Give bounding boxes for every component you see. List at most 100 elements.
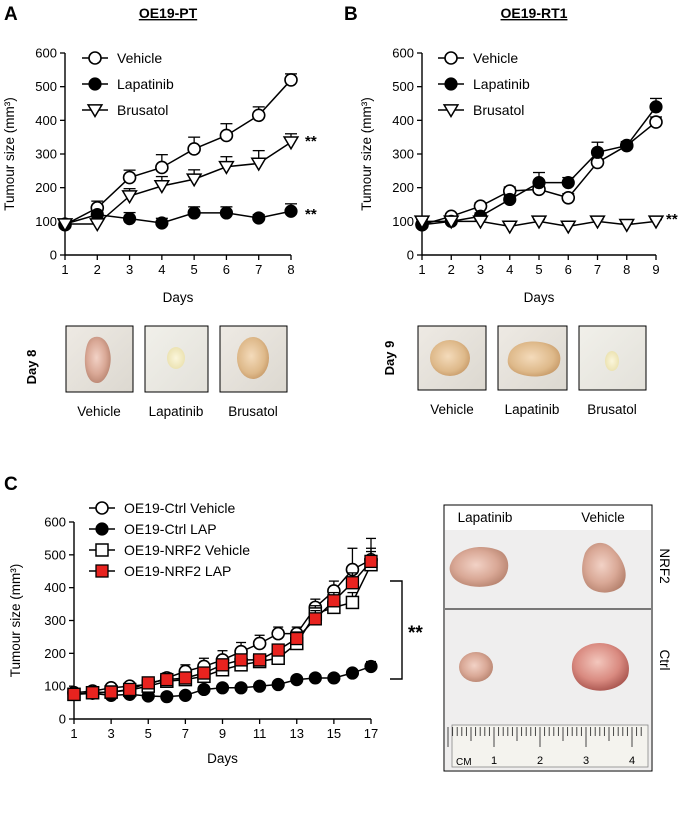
chart-b-xtick-label-6: 6 xyxy=(565,262,572,277)
tumour-ctrl-lapatinib xyxy=(459,652,493,682)
chart-a-xtick-label-5: 5 xyxy=(191,262,198,277)
chart-c-xtick-label-5: 5 xyxy=(145,726,152,741)
chart-c-ytick-label-400: 400 xyxy=(44,580,66,595)
chart-a: 0 100 200 300 400 500 600 1 2 3 4 5 6 7 8 Days Tumour si… xyxy=(2,46,300,305)
chart-c-point-oe19-nrf2-lap-9 xyxy=(215,658,230,672)
chart-c-point-oe19-ctrl-vehicle-12 xyxy=(271,626,285,641)
panel-c-col-label-lapatinib: Lapatinib xyxy=(458,510,513,525)
chart-b-xtick-label-9: 9 xyxy=(652,262,659,277)
chart-a-legend-marker-vehicle xyxy=(88,51,102,65)
chart-c-point-oe19-ctrl-lap-14 xyxy=(308,671,322,685)
chart-a-series-brusatol xyxy=(56,133,300,233)
chart-c-point-oe19-ctrl-lap-8 xyxy=(197,682,211,697)
chart-b-line-lapatinib xyxy=(421,106,657,226)
chart-c-ytick-label-200: 200 xyxy=(44,646,66,661)
panel-a-photo-brusatol xyxy=(219,325,288,393)
panel-a-photo-day: Day 8 xyxy=(24,350,39,385)
panel-a-photo-vehicle xyxy=(65,325,134,393)
chart-a-legend-label-brusatol: Brusatol xyxy=(117,102,168,118)
chart-b-ytick-label-500: 500 xyxy=(392,79,414,94)
chart-c-legend-label-oe19-nrf2-lap: OE19-NRF2 LAP xyxy=(124,563,231,579)
chart-b-legend-marker-vehicle xyxy=(444,51,458,65)
chart-c-point-oe19-nrf2-lap-16 xyxy=(345,576,360,590)
chart-c-point-oe19-nrf2-lap-3 xyxy=(104,685,118,699)
chart-b-point-brusatol-9 xyxy=(647,215,665,230)
ruler-num-1: 1 xyxy=(491,755,497,767)
chart-c-ytick-label-300: 300 xyxy=(44,613,66,628)
ruler-num-4: 4 xyxy=(629,755,635,767)
chart-a-ytick-label-0: 0 xyxy=(50,248,57,263)
panel-c-row-label-nrf2: NRF2 xyxy=(657,548,672,583)
chart-a-point-brusatol-5 xyxy=(185,173,203,188)
chart-a-point-lapatinib-6 xyxy=(219,206,234,220)
chart-c-point-oe19-ctrl-lap-11 xyxy=(253,679,267,693)
chart-b-point-vehicle-6 xyxy=(561,190,576,205)
chart-c-xlabel: Days xyxy=(207,751,238,766)
chart-c-point-oe19-nrf2-lap-2 xyxy=(85,686,100,700)
chart-c-series-oe19-nrf2-lap xyxy=(67,547,378,702)
chart-c-point-oe19-nrf2-lap-12 xyxy=(271,643,285,657)
chart-b-point-brusatol-5 xyxy=(530,215,548,230)
chart-c-ytick-label-100: 100 xyxy=(44,679,66,694)
chart-c-point-oe19-ctrl-lap-6 xyxy=(160,690,174,704)
chart-b-xtick-label-1: 1 xyxy=(418,262,425,277)
chart-c-xtick-label-17: 17 xyxy=(364,726,378,741)
chart-c-legend-marker-oe19-ctrl-vehicle xyxy=(95,501,109,515)
chart-a-point-brusatol-3 xyxy=(121,190,138,205)
chart-a-series-lapatinib xyxy=(58,203,298,231)
chart-a-point-lapatinib-3 xyxy=(122,212,137,226)
ruler-num-2: 2 xyxy=(537,755,543,767)
chart-b-legend-label-brusatol: Brusatol xyxy=(473,102,524,118)
chart-b-ytick-label-300: 300 xyxy=(392,147,414,162)
chart-a-point-vehicle-8 xyxy=(284,73,298,87)
chart-a-ytick-label-600: 600 xyxy=(35,46,57,61)
chart-c-point-oe19-ctrl-vehicle-11 xyxy=(252,636,267,651)
chart-a-xtick-label-4: 4 xyxy=(158,262,165,277)
chart-b-point-lapatinib-7 xyxy=(590,145,605,159)
panel-b-photo-vehicle xyxy=(417,325,487,391)
chart-b-point-brusatol-3 xyxy=(472,215,489,230)
chart-a-point-vehicle-5 xyxy=(187,142,201,156)
chart-b-xtick-label-3: 3 xyxy=(477,262,484,277)
panel-b-photo-brusatol xyxy=(578,325,647,391)
chart-c-legend-label-oe19-ctrl-lap: OE19-Ctrl LAP xyxy=(124,521,217,537)
chart-c-xtick-label-7: 7 xyxy=(182,726,189,741)
chart-c-legend-marker-oe19-nrf2-lap xyxy=(95,564,109,578)
chart-c-ylabel: Tumour size (mm³) xyxy=(8,564,23,678)
chart-b-xtick-label-7: 7 xyxy=(594,262,601,277)
panel-b-title: OE19-RT1 xyxy=(501,5,568,21)
tumour-nrf2-vehicle xyxy=(582,542,626,593)
chart-c-point-oe19-nrf2-lap-13 xyxy=(290,631,304,646)
chart-c-legend-label-oe19-nrf2-vehicle: OE19-NRF2 Vehicle xyxy=(124,542,250,558)
chart-c-point-oe19-nrf2-lap-11 xyxy=(252,653,267,667)
chart-c-point-oe19-ctrl-lap-16 xyxy=(345,666,360,680)
panel-b-photo-lapatinib xyxy=(497,325,568,391)
chart-a-ytick-label-500: 500 xyxy=(35,79,57,94)
chart-b-point-lapatinib-8 xyxy=(620,138,634,153)
chart-b-point-lapatinib-4 xyxy=(503,192,517,207)
chart-c-point-oe19-nrf2-lap-15 xyxy=(327,594,341,608)
chart-b-legend-label-lapatinib: Lapatinib xyxy=(473,76,530,92)
chart-c-xtick-label-11: 11 xyxy=(253,726,267,741)
chart-a-point-brusatol-8 xyxy=(282,136,300,151)
chart-b-point-brusatol-8 xyxy=(618,218,635,233)
panel-c-col-label-vehicle: Vehicle xyxy=(581,510,625,525)
chart-c-xtick-label-3: 3 xyxy=(108,726,115,741)
chart-a-series-vehicle xyxy=(58,73,298,232)
chart-c-ytick-label-0: 0 xyxy=(59,712,66,727)
chart-a-ylabel: Tumour size (mm³) xyxy=(2,97,17,211)
panel-a-photo-label-brusatol: Brusatol xyxy=(228,404,278,419)
panel-a-title: OE19-PT xyxy=(139,5,198,21)
chart-a-legend-marker-lapatinib xyxy=(88,77,102,91)
chart-c-point-oe19-nrf2-lap-6 xyxy=(160,672,174,687)
chart-b-xtick-label-5: 5 xyxy=(535,262,542,277)
tumour-ctrl-vehicle xyxy=(571,642,630,691)
chart-a-legend-label-lapatinib: Lapatinib xyxy=(117,76,174,92)
panel-b-photo-day: Day 9 xyxy=(382,341,397,376)
panel-c-photo: CM 1 2 3 4 xyxy=(443,504,653,772)
chart-c-legend-label-oe19-ctrl-vehicle: OE19-Ctrl Vehicle xyxy=(124,500,235,516)
chart-a-point-vehicle-7 xyxy=(251,108,266,123)
chart-c-ytick-label-500: 500 xyxy=(44,547,66,562)
chart-c-legend-marker-oe19-ctrl-lap xyxy=(95,522,109,536)
chart-c-point-oe19-nrf2-lap-5 xyxy=(141,676,155,690)
